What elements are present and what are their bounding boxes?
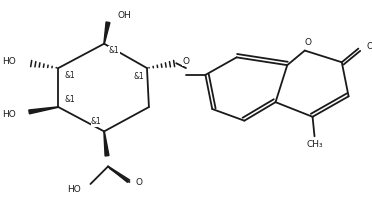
Text: &1: &1 xyxy=(65,95,76,104)
Text: HO: HO xyxy=(67,185,81,194)
Text: O: O xyxy=(182,57,189,66)
Text: HO: HO xyxy=(2,110,16,119)
Polygon shape xyxy=(104,131,109,156)
Text: O: O xyxy=(304,38,311,47)
Text: &1: &1 xyxy=(65,71,76,80)
Text: CH₃: CH₃ xyxy=(306,139,323,149)
Text: &1: &1 xyxy=(109,46,119,55)
Polygon shape xyxy=(104,22,110,44)
Text: HO: HO xyxy=(2,57,16,66)
Text: &1: &1 xyxy=(134,72,145,81)
Polygon shape xyxy=(29,107,58,114)
Text: &1: &1 xyxy=(91,117,102,126)
Text: O: O xyxy=(366,42,372,51)
Text: O: O xyxy=(135,177,142,187)
Text: OH: OH xyxy=(118,11,131,20)
